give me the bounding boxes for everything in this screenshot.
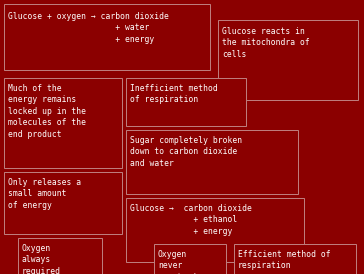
- Text: Much of the
energy remains
locked up in the
molecules of the
end product: Much of the energy remains locked up in …: [8, 84, 86, 139]
- Bar: [4, 4, 210, 70]
- Bar: [126, 78, 246, 126]
- Bar: [126, 130, 298, 194]
- Text: Oxygen
never
required: Oxygen never required: [158, 250, 197, 274]
- Text: Only releases a
small amount
of energy: Only releases a small amount of energy: [8, 178, 81, 210]
- Bar: [154, 244, 226, 274]
- Text: Inefficient method
of respiration: Inefficient method of respiration: [130, 84, 218, 104]
- Bar: [4, 172, 122, 234]
- Bar: [218, 20, 358, 100]
- Text: Efficient method of
respiration: Efficient method of respiration: [238, 250, 331, 270]
- Bar: [126, 198, 304, 262]
- Bar: [18, 238, 102, 274]
- Text: Sugar completely broken
down to carbon dioxide
and water: Sugar completely broken down to carbon d…: [130, 136, 242, 168]
- Text: Glucose →  carbon dioxide
             + ethanol
             + energy: Glucose → carbon dioxide + ethanol + ene…: [130, 204, 252, 236]
- Bar: [234, 244, 356, 274]
- Text: Glucose reacts in
the mitochondra of
cells: Glucose reacts in the mitochondra of cel…: [222, 27, 310, 59]
- Text: Glucose + oxygen → carbon dioxide
                      + water
                : Glucose + oxygen → carbon dioxide + wate…: [8, 12, 169, 44]
- Text: Oxygen
always
required: Oxygen always required: [22, 244, 61, 274]
- Bar: [4, 78, 122, 168]
